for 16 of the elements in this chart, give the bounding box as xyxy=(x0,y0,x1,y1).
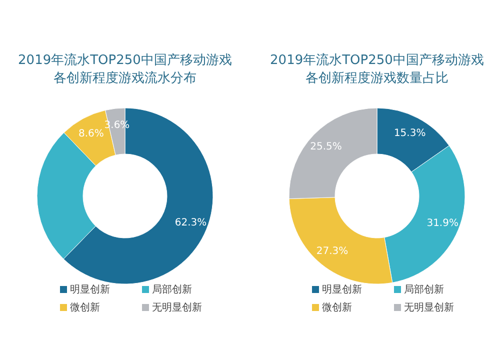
data-label: 25.5% xyxy=(310,141,342,152)
legend-label: 无明显创新 xyxy=(152,302,202,314)
chart-title: 2019年流水TOP250中国产移动游戏各创新程度游戏流水分布 xyxy=(18,52,232,86)
data-label: 62.3% xyxy=(174,217,207,228)
legend-label: 无明显创新 xyxy=(404,302,454,314)
chart-title: 2019年流水TOP250中国产移动游戏各创新程度游戏数量占比 xyxy=(270,52,484,86)
legend-label: 微创新 xyxy=(70,302,100,314)
legend-label: 局部创新 xyxy=(152,284,192,296)
legend-label: 微创新 xyxy=(322,302,352,314)
data-label: 15.3% xyxy=(394,128,426,139)
legend-label: 明显创新 xyxy=(322,284,362,296)
data-label: 27.3% xyxy=(316,246,348,257)
data-label: 8.6% xyxy=(78,128,104,140)
legend-label: 明显创新 xyxy=(70,284,110,296)
legend-label: 局部创新 xyxy=(404,284,444,296)
data-label: 31.9% xyxy=(426,218,458,229)
